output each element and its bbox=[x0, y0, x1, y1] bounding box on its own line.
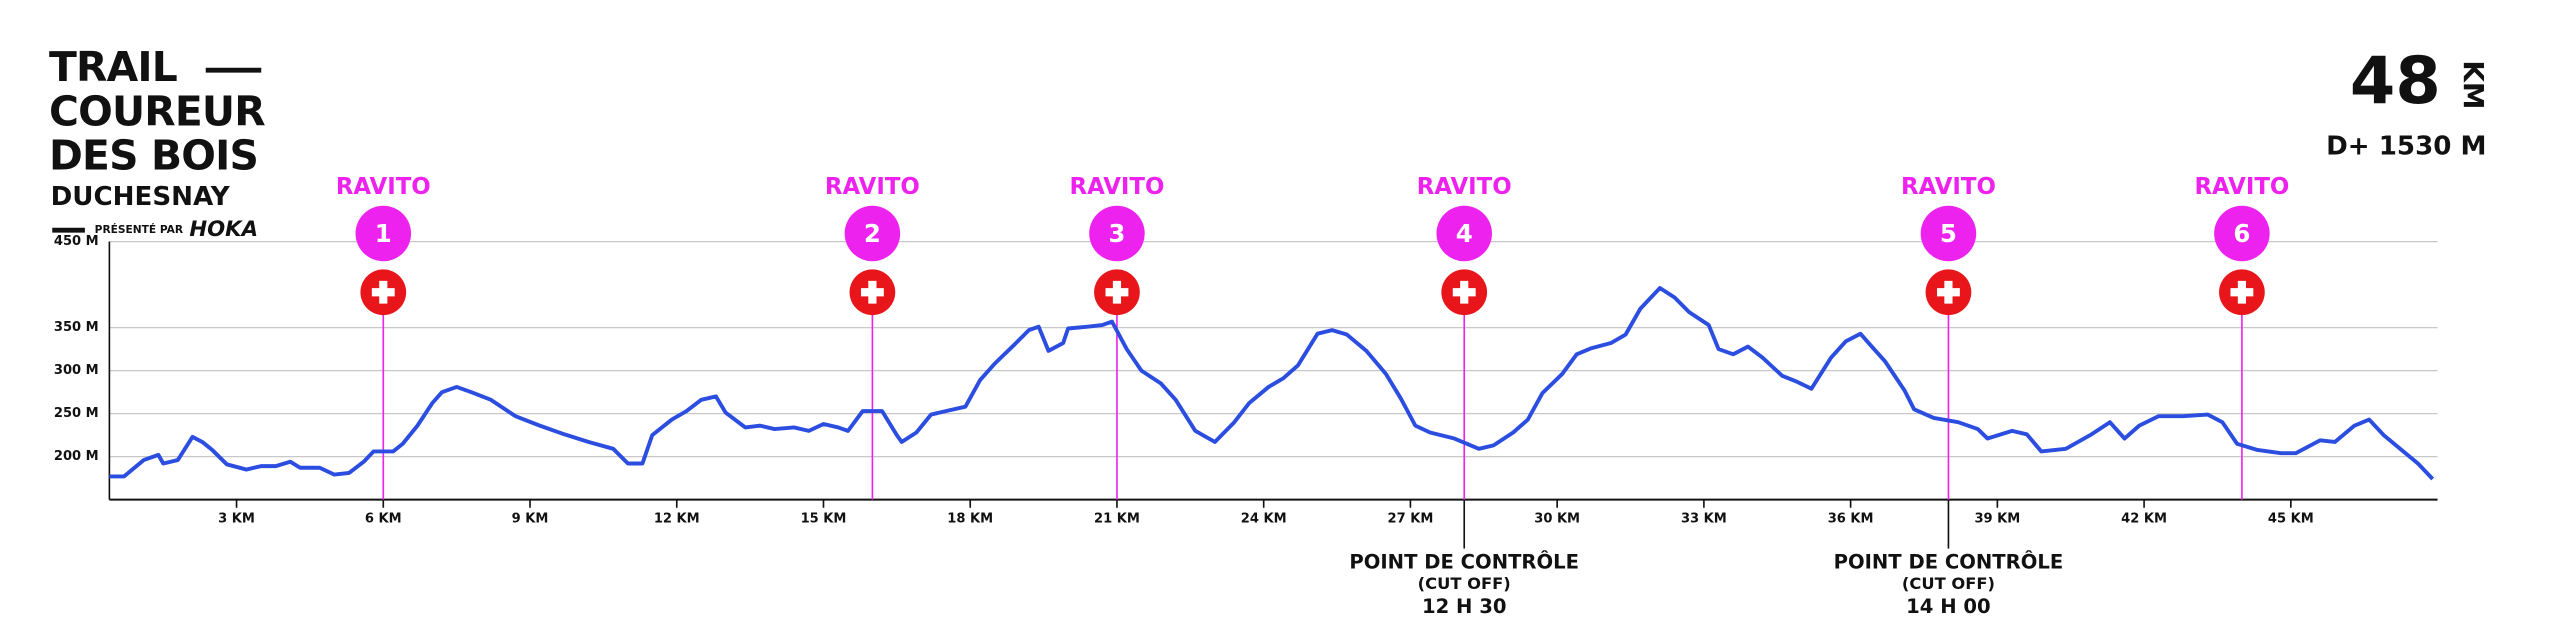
station-number: 6 bbox=[2233, 219, 2250, 248]
sponsor: HOKA bbox=[189, 217, 258, 242]
elevation-gain: D+ 1530 M bbox=[2326, 131, 2486, 161]
x-tick-label: 45 KM bbox=[2268, 512, 2314, 527]
logo-subtitle: DUCHESNAY bbox=[51, 182, 231, 212]
checkpoint-label: POINT DE CONTRÔLE bbox=[1349, 550, 1579, 574]
checkpoint-note: (CUT OFF) bbox=[1418, 574, 1511, 593]
station-label: RAVITO bbox=[1901, 174, 1996, 200]
station-label: RAVITO bbox=[1070, 174, 1165, 200]
y-tick-label: 250 M bbox=[54, 406, 99, 421]
station-label: RAVITO bbox=[1417, 174, 1512, 200]
station-number: 4 bbox=[1456, 219, 1473, 248]
x-tick-label: 24 KM bbox=[1241, 512, 1287, 527]
checkpoint-label: POINT DE CONTRÔLE bbox=[1834, 550, 2064, 574]
x-tick-label: 9 KM bbox=[512, 512, 549, 527]
x-tick-label: 42 KM bbox=[2121, 512, 2167, 527]
x-tick-label: 36 KM bbox=[1828, 512, 1874, 527]
station-badge bbox=[2214, 205, 2270, 262]
y-tick-label: 350 M bbox=[54, 320, 99, 335]
presented-by: PRÉSENTÉ PAR bbox=[95, 223, 183, 236]
y-tick-label: 450 M bbox=[54, 234, 99, 249]
station-badge bbox=[844, 205, 901, 262]
elevation-line bbox=[109, 286, 2435, 481]
distance: 48 bbox=[2350, 43, 2441, 119]
station-number: 5 bbox=[1940, 219, 1957, 248]
station-label: RAVITO bbox=[825, 174, 920, 200]
logo-line: TRAIL bbox=[49, 43, 177, 91]
x-tick-label: 21 KM bbox=[1094, 512, 1140, 527]
station-badge bbox=[355, 205, 412, 262]
aid-cross bbox=[371, 280, 395, 304]
aid-cross bbox=[860, 280, 884, 304]
checkpoint-time: 14 H 00 bbox=[1906, 595, 1991, 618]
station-badge bbox=[1089, 205, 1145, 262]
logo: TRAIL COUREUR DES BOIS DUCHESNAY PRÉSENT… bbox=[49, 43, 266, 242]
x-tick-label: 27 KM bbox=[1388, 512, 1434, 527]
station-number: 1 bbox=[375, 219, 392, 248]
distance-unit: KM bbox=[2457, 60, 2490, 109]
station-badge bbox=[1920, 205, 1977, 262]
aid-cross bbox=[2230, 280, 2254, 304]
x-tick-label: 15 KM bbox=[801, 512, 847, 527]
logo-line: DES BOIS bbox=[49, 131, 258, 179]
x-tick-label: 33 KM bbox=[1681, 512, 1727, 527]
aid-cross bbox=[1937, 280, 1960, 304]
logo-line: COUREUR bbox=[49, 87, 265, 135]
checkpoint-time: 12 H 30 bbox=[1422, 595, 1507, 618]
y-tick-label: 300 M bbox=[54, 363, 99, 378]
x-tick-label: 30 KM bbox=[1534, 512, 1580, 527]
station-badge bbox=[1436, 205, 1492, 262]
x-tick-label: 18 KM bbox=[947, 512, 993, 527]
x-tick-label: 3 KM bbox=[218, 512, 255, 527]
station-number: 3 bbox=[1108, 219, 1125, 248]
aid-cross bbox=[1452, 280, 1476, 304]
x-tick-label: 39 KM bbox=[1974, 512, 2020, 527]
y-tick-label: 200 M bbox=[54, 449, 99, 464]
station-label: RAVITO bbox=[2194, 174, 2289, 200]
x-tick-label: 6 KM bbox=[365, 512, 402, 527]
station-label: RAVITO bbox=[336, 174, 431, 200]
checkpoint-note: (CUT OFF) bbox=[1902, 574, 1995, 593]
x-tick-label: 12 KM bbox=[654, 512, 700, 527]
station-number: 2 bbox=[864, 219, 881, 248]
aid-cross bbox=[1105, 280, 1129, 304]
